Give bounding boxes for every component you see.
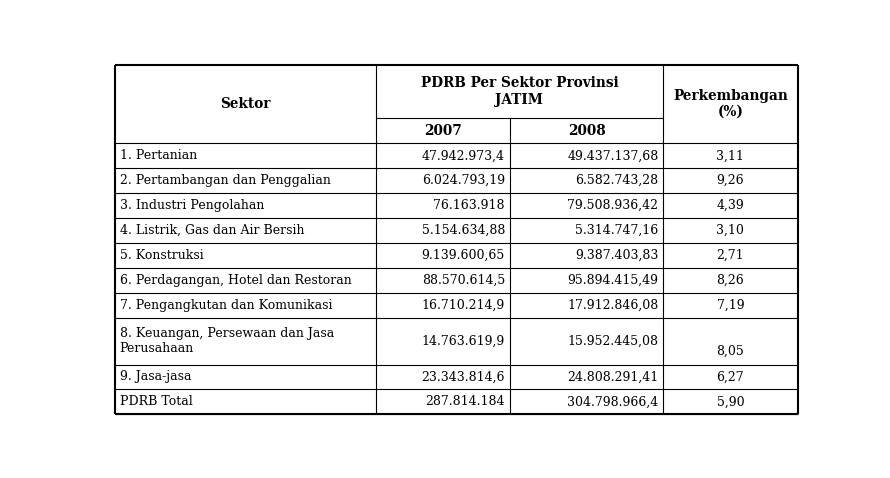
- Text: PDRB Per Sektor Provinsi
JATIM: PDRB Per Sektor Provinsi JATIM: [420, 76, 619, 107]
- Text: 8,05: 8,05: [716, 345, 744, 358]
- Text: 23.343.814,6: 23.343.814,6: [422, 370, 505, 383]
- Text: 9,26: 9,26: [716, 174, 744, 187]
- Text: 16.710.214,9: 16.710.214,9: [422, 299, 505, 312]
- Text: 4,39: 4,39: [716, 199, 744, 212]
- Text: 6,27: 6,27: [716, 370, 744, 383]
- Text: 49.437.137,68: 49.437.137,68: [567, 149, 659, 162]
- Text: 6.582.743,28: 6.582.743,28: [575, 174, 659, 187]
- Text: 5.154.634,88: 5.154.634,88: [422, 224, 505, 237]
- Text: 304.798.966,4: 304.798.966,4: [567, 395, 659, 408]
- Text: 79.508.936,42: 79.508.936,42: [568, 199, 659, 212]
- Text: PDRB Total: PDRB Total: [119, 395, 192, 408]
- Text: 2008: 2008: [568, 124, 605, 138]
- Text: Sektor: Sektor: [220, 97, 271, 111]
- Text: 1. Pertanian: 1. Pertanian: [119, 149, 197, 162]
- Text: 7. Pengangkutan dan Komunikasi: 7. Pengangkutan dan Komunikasi: [119, 299, 332, 312]
- Text: 3. Industri Pengolahan: 3. Industri Pengolahan: [119, 199, 264, 212]
- Text: 2. Pertambangan dan Penggalian: 2. Pertambangan dan Penggalian: [119, 174, 330, 187]
- Text: 8. Keuangan, Persewaan dan Jasa
Perusahaan: 8. Keuangan, Persewaan dan Jasa Perusaha…: [119, 327, 334, 355]
- Text: 6. Perdagangan, Hotel dan Restoran: 6. Perdagangan, Hotel dan Restoran: [119, 274, 352, 287]
- Text: 287.814.184: 287.814.184: [425, 395, 505, 408]
- Text: 14.763.619,9: 14.763.619,9: [422, 335, 505, 348]
- Text: 8,26: 8,26: [716, 274, 744, 287]
- Text: 5.314.747,16: 5.314.747,16: [575, 224, 659, 237]
- Text: 9.387.403,83: 9.387.403,83: [575, 249, 659, 262]
- Text: 88.570.614,5: 88.570.614,5: [422, 274, 505, 287]
- Text: 4. Listrik, Gas dan Air Bersih: 4. Listrik, Gas dan Air Bersih: [119, 224, 304, 237]
- Text: Perkembangan
(%): Perkembangan (%): [673, 89, 788, 119]
- Text: 24.808.291,41: 24.808.291,41: [567, 370, 659, 383]
- Text: 5. Konstruksi: 5. Konstruksi: [119, 249, 203, 262]
- Text: 95.894.415,49: 95.894.415,49: [568, 274, 659, 287]
- Text: 7,19: 7,19: [716, 299, 744, 312]
- Text: 76.163.918: 76.163.918: [433, 199, 505, 212]
- Text: 5,90: 5,90: [716, 395, 744, 408]
- Text: 17.912.846,08: 17.912.846,08: [567, 299, 659, 312]
- Text: 2,71: 2,71: [716, 249, 744, 262]
- Text: 2007: 2007: [424, 124, 462, 138]
- Text: 9. Jasa-jasa: 9. Jasa-jasa: [119, 370, 191, 383]
- Text: 47.942.973,4: 47.942.973,4: [422, 149, 505, 162]
- Text: 15.952.445,08: 15.952.445,08: [568, 335, 659, 348]
- Text: 3,10: 3,10: [716, 224, 744, 237]
- Text: 6.024.793,19: 6.024.793,19: [422, 174, 505, 187]
- Text: 9.139.600,65: 9.139.600,65: [422, 249, 505, 262]
- Text: 3,11: 3,11: [716, 149, 744, 162]
